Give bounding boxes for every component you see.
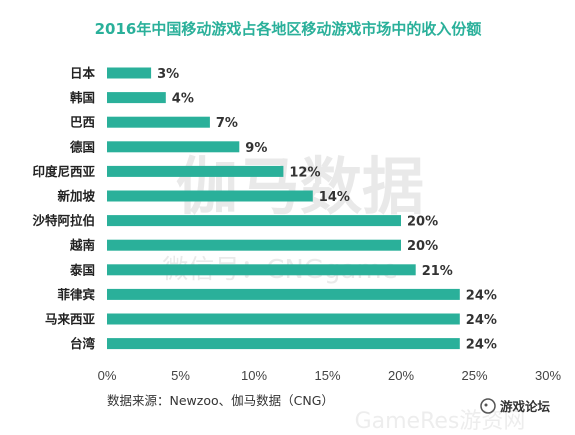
x-tick-2: 10% (241, 368, 267, 383)
value-label-5: 14% (319, 190, 350, 205)
source-note: 数据来源：Newzoo、伽马数据（CNG） (107, 393, 334, 408)
x-tick-5: 25% (461, 368, 487, 383)
chart-title: 2016年中国移动游戏占各地区移动游戏市场中的收入份额 (95, 20, 482, 38)
category-label-5: 新加坡 (57, 189, 95, 204)
x-axis-ticks: 0% 5% 10% 15% 20% 25% 30% (98, 368, 562, 383)
category-label-10: 马来西亚 (45, 312, 96, 327)
category-label-0: 日本 (70, 66, 96, 81)
bar-1 (107, 92, 166, 104)
bar-2 (107, 116, 210, 128)
value-label-10: 24% (466, 313, 497, 328)
value-label-8: 21% (422, 264, 453, 279)
bar-10 (107, 313, 460, 325)
bar-3 (107, 141, 240, 153)
brand-icon-dot (484, 403, 488, 407)
category-label-3: 德国 (70, 139, 95, 154)
category-label-4: 印度尼西亚 (32, 164, 95, 179)
bar-11 (107, 338, 460, 350)
brand-label: 游戏论坛 (500, 399, 551, 414)
value-label-6: 20% (407, 215, 438, 230)
category-label-7: 越南 (69, 238, 96, 253)
category-label-6: 沙特阿拉伯 (32, 213, 95, 228)
x-tick-3: 15% (314, 368, 340, 383)
bars-group (107, 67, 460, 350)
category-label-1: 韩国 (70, 90, 95, 105)
bar-4 (107, 165, 284, 177)
bar-7 (107, 239, 401, 251)
watermark-main: 伽马数据 (176, 150, 424, 223)
value-label-11: 24% (466, 338, 497, 353)
bar-0 (107, 67, 152, 79)
x-tick-1: 5% (171, 368, 190, 383)
value-label-0: 3% (157, 67, 179, 82)
value-labels: 3% 4% 7% 9% 12% 14% 20% 20% 21% 24% 24% 24% (157, 67, 497, 353)
value-label-3: 9% (245, 141, 267, 156)
value-label-4: 12% (289, 165, 320, 180)
category-label-2: 巴西 (70, 115, 95, 130)
category-label-8: 泰国 (69, 262, 95, 277)
bar-9 (107, 288, 460, 300)
bar-6 (107, 215, 401, 227)
value-label-9: 24% (466, 288, 497, 303)
watermark-corner: GameRes游资网 (355, 409, 526, 434)
brand-icon (480, 398, 496, 414)
x-tick-6: 30% (535, 368, 561, 383)
bar-5 (107, 190, 313, 202)
brand-badge: 游戏论坛 (480, 398, 551, 414)
bar-8 (107, 264, 416, 276)
x-tick-0: 0% (98, 368, 117, 383)
value-label-1: 4% (172, 92, 194, 107)
value-label-2: 7% (216, 116, 238, 131)
value-label-7: 20% (407, 239, 438, 254)
category-label-9: 菲律宾 (57, 287, 95, 302)
x-tick-4: 20% (388, 368, 414, 383)
category-label-11: 台湾 (70, 336, 96, 351)
